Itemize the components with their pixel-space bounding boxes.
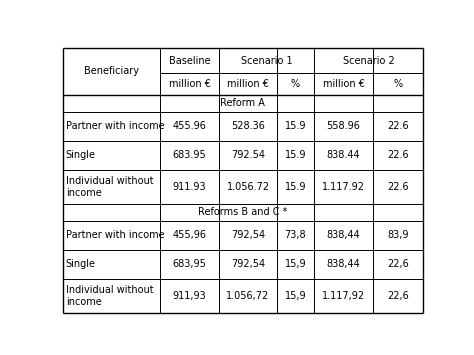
Text: million €: million € [169,79,210,89]
Text: 15.9: 15.9 [285,150,306,160]
Text: 683,95: 683,95 [173,259,207,269]
Text: 73,8: 73,8 [285,230,306,240]
Text: Scenario 2: Scenario 2 [343,56,394,66]
Text: 792,54: 792,54 [231,259,265,269]
Text: 683.95: 683.95 [173,150,207,160]
Text: 558.96: 558.96 [327,121,361,131]
Text: 838,44: 838,44 [327,230,360,240]
Text: 15.9: 15.9 [285,182,306,192]
Text: 83,9: 83,9 [387,230,409,240]
Text: 1.056.72: 1.056.72 [227,182,270,192]
Text: 22.6: 22.6 [387,182,409,192]
Text: 838,44: 838,44 [327,259,360,269]
Text: 15,9: 15,9 [285,259,306,269]
Text: 22,6: 22,6 [387,291,409,301]
Text: Single: Single [66,150,96,160]
Text: Individual without
income: Individual without income [66,176,154,198]
Text: million €: million € [323,79,365,89]
Text: Baseline: Baseline [169,56,210,66]
Text: Individual without
income: Individual without income [66,285,154,307]
Text: 455.96: 455.96 [173,121,207,131]
Text: 911,93: 911,93 [173,291,207,301]
Text: Partner with income: Partner with income [66,121,164,131]
Text: 528.36: 528.36 [231,121,265,131]
Text: Single: Single [66,259,96,269]
Text: million €: million € [227,79,269,89]
Text: 455,96: 455,96 [173,230,207,240]
Text: Reform A: Reform A [220,98,265,108]
Text: 15,9: 15,9 [285,291,306,301]
Text: 1.117,92: 1.117,92 [322,291,365,301]
Text: 15.9: 15.9 [285,121,306,131]
Text: Scenario 1: Scenario 1 [241,56,292,66]
Text: 22.6: 22.6 [387,150,409,160]
Text: 792,54: 792,54 [231,230,265,240]
Text: 22.6: 22.6 [387,121,409,131]
Text: 1.117.92: 1.117.92 [322,182,365,192]
Text: 911.93: 911.93 [173,182,207,192]
Text: Partner with income: Partner with income [66,230,164,240]
Text: %: % [291,79,300,89]
Text: 22,6: 22,6 [387,259,409,269]
Text: 838.44: 838.44 [327,150,360,160]
Text: 792.54: 792.54 [231,150,265,160]
Text: 1.056,72: 1.056,72 [227,291,270,301]
Text: Beneficiary: Beneficiary [84,66,139,76]
Text: Reforms B and C *: Reforms B and C * [198,207,288,217]
Text: %: % [393,79,403,89]
